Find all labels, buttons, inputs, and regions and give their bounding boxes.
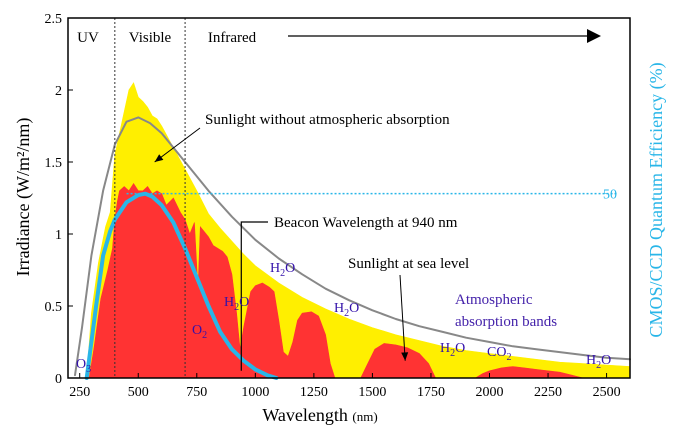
x-tick-label-3: 1000 — [241, 385, 269, 400]
x-tick-label-7: 2000 — [476, 385, 504, 400]
absorption-label-2: H2O — [224, 295, 249, 313]
x-tick-label-9: 2500 — [593, 385, 621, 400]
absorption-label-0: O3 — [76, 357, 91, 375]
y-tick-label-3: 1.5 — [45, 156, 63, 171]
y-tick-label-2: 1 — [55, 228, 62, 243]
region-label-1: Visible — [129, 30, 172, 46]
infrared-arrow-head — [587, 29, 601, 43]
qe-50-label: 50 — [603, 188, 617, 203]
x-tick-label-6: 1750 — [417, 385, 445, 400]
annotation-4: absorption bands — [455, 314, 557, 330]
y-tick-label-1: 0.5 — [45, 300, 63, 315]
region-label-2: Infrared — [208, 30, 257, 46]
series-line-2 — [74, 116, 631, 377]
annotation-1: Beacon Wavelength at 940 nm — [274, 215, 458, 231]
annotation-1-leader — [240, 221, 268, 371]
absorption-label-4: H2O — [334, 301, 359, 319]
absorption-label-5: H2O — [440, 341, 465, 359]
y-axis-label: Irradiance (W/m²/nm) — [13, 118, 34, 277]
y-tick-label-0: 0 — [55, 372, 62, 387]
region-label-0: UV — [77, 30, 99, 46]
x-tick-label-0: 250 — [69, 385, 90, 400]
annotation-2-head — [401, 352, 409, 361]
absorption-label-1: O2 — [192, 323, 207, 341]
annotation-0: Sunlight without atmospheric absorption — [205, 112, 450, 128]
x-tick-label-8: 2250 — [534, 385, 562, 400]
x-axis-unit: (nm) — [352, 409, 377, 424]
x-axis-label: Wavelength (nm) — [262, 405, 377, 425]
x-axis-label-text: Wavelength — [262, 405, 348, 425]
plot-frame — [67, 17, 631, 379]
x-tick-label-5: 1500 — [358, 385, 386, 400]
y-tick-label-4: 2 — [55, 84, 62, 99]
y-axis-right-label: CMOS/CCD Quantum Efficiency (%) — [646, 62, 667, 337]
y-tick-label-5: 2.5 — [45, 12, 63, 27]
annotation-3: Atmospheric — [455, 292, 533, 308]
absorption-label-6: CO2 — [487, 345, 511, 363]
absorption-label-3: H2O — [270, 261, 295, 279]
annotation-0-head — [154, 154, 164, 162]
x-tick-label-2: 750 — [186, 385, 207, 400]
annotation-0-arrow — [154, 127, 201, 163]
axes: 250 500 750 1000 1250 1500 1750 2000 2250 250000.… — [45, 12, 621, 400]
annotation-2-arrow — [399, 274, 406, 361]
chart-overlay: UV Visible Infrared 50 Sunlight without atmo… — [76, 18, 619, 378]
annotation-2: Sunlight at sea level — [348, 256, 469, 272]
absorption-label-7: H2O — [586, 353, 611, 371]
x-tick-label-4: 1250 — [300, 385, 328, 400]
x-tick-label-1: 500 — [128, 385, 149, 400]
